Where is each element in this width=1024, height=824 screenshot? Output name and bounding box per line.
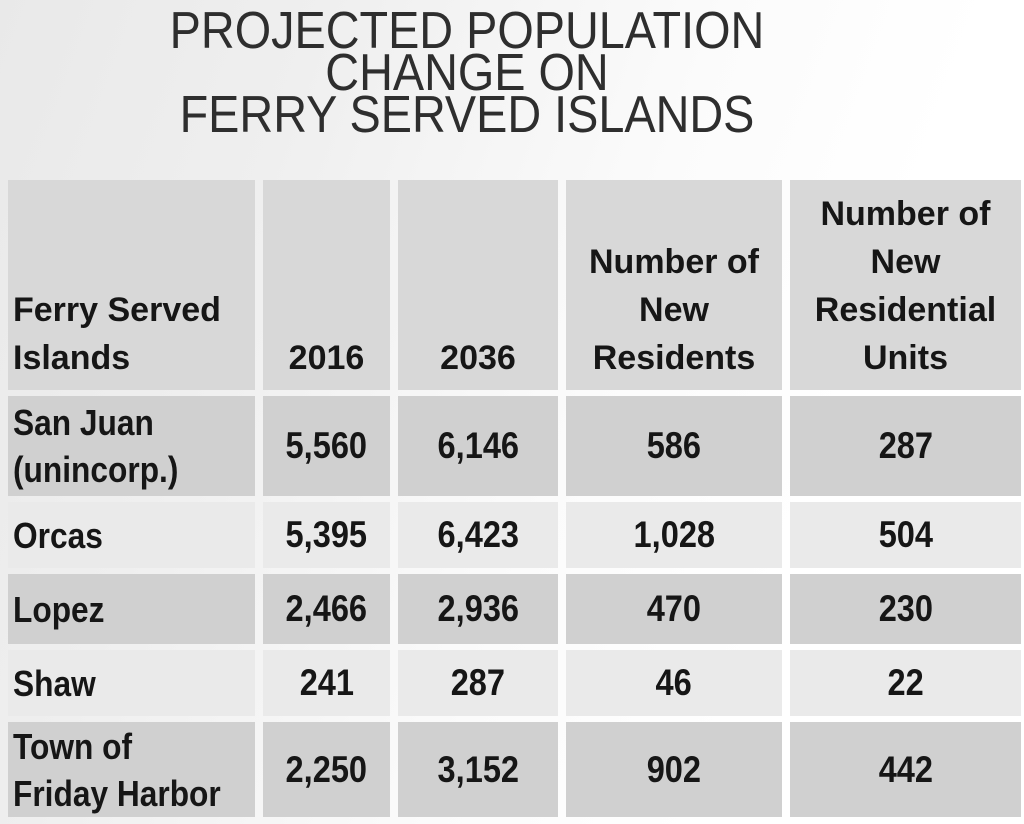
population-table: Ferry Served Islands 2016 2036 Number of…	[8, 180, 1021, 817]
row-label-orcas: Orcas	[8, 502, 255, 568]
row-label-shaw: Shaw	[8, 650, 255, 716]
row-label-san-juan: San Juan (unincorp.)	[8, 396, 255, 496]
cell-friday-harbor-2016: 2,250	[263, 722, 390, 817]
cell-orcas-2016: 5,395	[263, 502, 390, 568]
cell-orcas-2036: 6,423	[398, 502, 558, 568]
cell-lopez-2016: 2,466	[263, 574, 390, 644]
cell-lopez-new-residents: 470	[566, 574, 782, 644]
column-header-new-residential-units: Number of New Residential Units	[790, 180, 1021, 390]
cell-san-juan-new-units: 287	[790, 396, 1021, 496]
column-header-new-residents: Number of New Residents	[566, 180, 782, 390]
slide-title: PROJECTED POPULATION CHANGE ON FERRY SER…	[169, 2, 765, 144]
cell-orcas-new-units: 504	[790, 502, 1021, 568]
cell-shaw-2036: 287	[398, 650, 558, 716]
column-header-2016: 2016	[263, 180, 390, 390]
cell-orcas-new-residents: 1,028	[566, 502, 782, 568]
cell-friday-harbor-2036: 3,152	[398, 722, 558, 817]
column-header-2036: 2036	[398, 180, 558, 390]
cell-friday-harbor-new-units: 442	[790, 722, 1021, 817]
cell-shaw-new-residents: 46	[566, 650, 782, 716]
cell-shaw-2016: 241	[263, 650, 390, 716]
cell-lopez-2036: 2,936	[398, 574, 558, 644]
row-label-friday-harbor: Town of Friday Harbor	[8, 722, 255, 817]
cell-san-juan-2016: 5,560	[263, 396, 390, 496]
cell-lopez-new-units: 230	[790, 574, 1021, 644]
cell-friday-harbor-new-residents: 902	[566, 722, 782, 817]
cell-shaw-new-units: 22	[790, 650, 1021, 716]
cell-san-juan-new-residents: 586	[566, 396, 782, 496]
cell-san-juan-2036: 6,146	[398, 396, 558, 496]
column-header-ferry-served-islands: Ferry Served Islands	[8, 180, 255, 390]
row-label-lopez: Lopez	[8, 574, 255, 644]
